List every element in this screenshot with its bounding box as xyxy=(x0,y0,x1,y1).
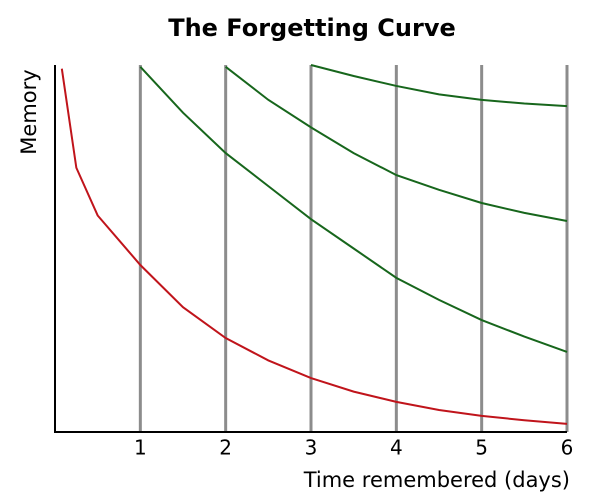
curve xyxy=(225,66,568,222)
y-axis-label: Memory xyxy=(17,69,41,154)
curve xyxy=(139,66,568,353)
x-tick-label: 3 xyxy=(305,436,318,460)
curve xyxy=(310,64,568,108)
chart-title: The Forgetting Curve xyxy=(168,14,456,42)
x-axis-label: Time remembered (days) xyxy=(303,468,570,492)
x-tick-label: 5 xyxy=(475,436,488,460)
x-tick-label: 2 xyxy=(219,436,232,460)
curve xyxy=(60,68,568,425)
x-tick-label: 1 xyxy=(134,436,147,460)
x-tick-label: 6 xyxy=(561,436,574,460)
x-tick-label: 4 xyxy=(390,436,403,460)
